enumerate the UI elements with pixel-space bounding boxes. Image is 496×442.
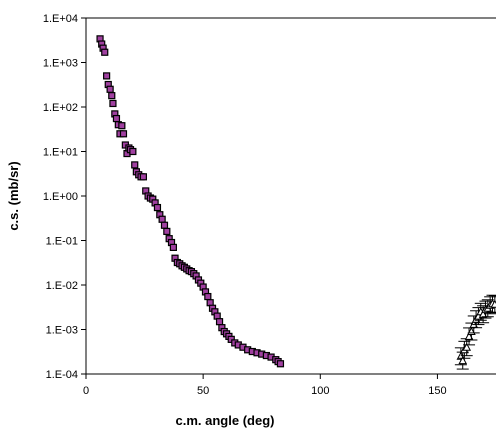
y-axis-label: c.s. (mb/sr) (6, 161, 21, 230)
y-tick-label: 1.E-03 (46, 325, 78, 337)
x-axis-ticks: 0 50 100 150 (83, 374, 447, 397)
data-point (139, 173, 147, 181)
data-point (101, 48, 109, 56)
y-tick-label: 1.E+00 (43, 191, 78, 203)
y-tick-label: 1.E-01 (46, 236, 78, 248)
data-point (215, 318, 224, 326)
data-point (490, 299, 496, 308)
data-point (112, 114, 121, 123)
data-point (169, 243, 177, 251)
data-point (158, 215, 166, 223)
series-triangles (454, 294, 496, 370)
data-point (153, 203, 162, 212)
data-point (276, 360, 285, 368)
data-point (118, 122, 126, 130)
data-point (108, 92, 116, 100)
y-tick-label: 1.E-04 (46, 369, 78, 381)
x-axis-label: c.m. angle (deg) (176, 413, 275, 428)
data-point (462, 342, 472, 351)
data-point (109, 99, 117, 108)
x-tick-label: 100 (311, 385, 329, 397)
x-tick-label: 0 (83, 385, 89, 397)
data-point (160, 221, 169, 229)
data-point (464, 331, 474, 340)
data-point (163, 227, 171, 236)
y-tick-label: 1.E+01 (43, 147, 78, 159)
y-tick-label: 1.E-02 (46, 280, 78, 292)
y-tick-label: 1.E+02 (43, 102, 78, 114)
data-point (131, 161, 139, 169)
y-axis-ticks: 1.E-04 1.E-03 1.E-02 1.E-01 1.E+00 1.E+01 1.E+… (43, 13, 86, 381)
series-squares (96, 35, 285, 368)
data-point (119, 130, 128, 138)
y-tick-label: 1.E+03 (43, 58, 78, 70)
data-point (129, 147, 137, 156)
data-point (458, 356, 468, 365)
data-point (204, 292, 212, 301)
data-point (106, 85, 114, 93)
data-point (103, 72, 111, 80)
x-tick-label: 150 (428, 385, 446, 397)
x-tick-label: 50 (197, 385, 209, 397)
y-tick-label: 1.E+04 (43, 13, 78, 25)
